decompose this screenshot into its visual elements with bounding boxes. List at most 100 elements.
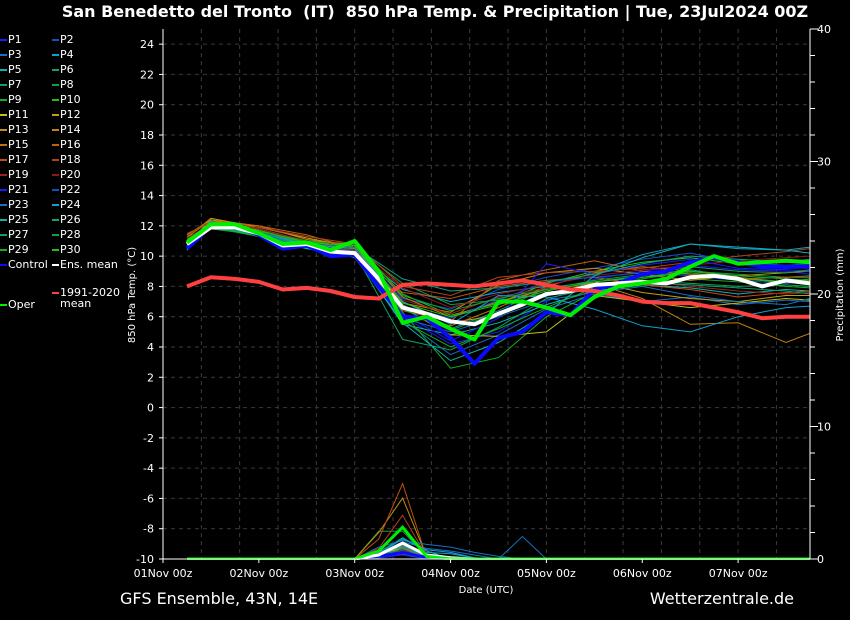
axes: -10-8-6-4-202468101214161820222401020304… — [134, 23, 831, 580]
legend-item-p10: P10 — [52, 94, 81, 105]
x-tick-label: 05Nov 00z — [517, 567, 576, 580]
x-tick-label: 02Nov 00z — [229, 567, 288, 580]
legend-label: P10 — [60, 93, 81, 106]
x-tick-label: 06Nov 00z — [613, 567, 672, 580]
legend-item-p9: P9 — [0, 94, 22, 105]
legend-swatch — [52, 54, 59, 56]
legend-label: P5 — [8, 63, 22, 76]
legend-swatch — [0, 159, 7, 161]
legend-item-p1: P1 — [0, 34, 22, 45]
legend-item-p12: P12 — [52, 109, 81, 120]
legend-item-p8: P8 — [52, 79, 74, 90]
y-tick-label: 22 — [140, 68, 154, 81]
y2-axis-label: Precipitation (mm) — [835, 248, 846, 341]
legend-swatch — [52, 189, 59, 191]
member-lines — [186, 217, 810, 560]
legend-label: P16 — [60, 138, 81, 151]
legend-swatch — [52, 129, 59, 131]
y2-tick-label: 40 — [817, 23, 831, 36]
legend-label: P20 — [60, 168, 81, 181]
legend-label: Control — [8, 258, 48, 271]
precip-line-p15 — [187, 546, 810, 560]
legend-swatch — [0, 234, 7, 236]
y-tick-label: 8 — [147, 280, 154, 293]
legend-item-p24: P24 — [52, 199, 81, 210]
x-axis-label: Date (UTC) — [459, 585, 514, 596]
legend-label: P7 — [8, 78, 22, 91]
legend-item-p19: P19 — [0, 169, 29, 180]
legend-swatch — [0, 84, 7, 86]
temp-line-oper — [185, 222, 810, 342]
legend-swatch — [0, 219, 7, 221]
y-axis-label: 850 hPa Temp. (°C) — [127, 247, 138, 343]
legend-label: P6 — [60, 63, 74, 76]
legend-swatch — [0, 99, 7, 101]
legend-item-p26: P26 — [52, 214, 81, 225]
legend-swatch — [52, 99, 59, 101]
legend-swatch — [0, 39, 7, 41]
legend-label: P15 — [8, 138, 29, 151]
y2-tick-label: 20 — [817, 288, 831, 301]
y2-tick-label: 10 — [817, 421, 831, 434]
grid — [163, 29, 810, 560]
legend-swatch — [0, 114, 7, 116]
legend-swatch — [52, 292, 59, 294]
legend-swatch — [52, 114, 59, 116]
legend-label: P18 — [60, 153, 81, 166]
legend-label: P30 — [60, 243, 81, 256]
legend-swatch — [0, 204, 7, 206]
y-tick-label: -8 — [143, 523, 154, 536]
legend-item-p25: P25 — [0, 214, 29, 225]
legend-swatch — [0, 174, 7, 176]
legend-item-p17: P17 — [0, 154, 29, 165]
site-brand: Wetterzentrale.de — [649, 589, 794, 608]
y2-tick-label: 0 — [817, 553, 824, 566]
y-tick-label: 4 — [147, 341, 154, 354]
precip-line-p18 — [187, 514, 810, 560]
legend-item-p28: P28 — [52, 229, 81, 240]
legend-swatch — [52, 249, 59, 251]
y-tick-label: 24 — [140, 38, 154, 51]
y-tick-label: 18 — [140, 129, 154, 142]
legend-item-p16: P16 — [52, 139, 81, 150]
legend-label: P3 — [8, 48, 22, 61]
legend-item-p23: P23 — [0, 199, 29, 210]
legend-swatch — [52, 39, 59, 41]
legend-item-p29: P29 — [0, 244, 29, 255]
legend-item-climo-mean: 1991-2020 mean — [52, 287, 120, 309]
legend-item-p2: P2 — [52, 34, 74, 45]
legend-label: P14 — [60, 123, 81, 136]
legend-item-p22: P22 — [52, 184, 81, 195]
legend-item-p7: P7 — [0, 79, 22, 90]
legend-label: P27 — [8, 228, 29, 241]
y-tick-label: 10 — [140, 250, 154, 263]
legend-label: Oper — [8, 298, 35, 311]
legend-swatch — [0, 189, 7, 191]
y-tick-label: 16 — [140, 159, 154, 172]
chart-title: San Benedetto del Tronto (IT) 850 hPa Te… — [61, 2, 809, 21]
legend-label: P22 — [60, 183, 81, 196]
main-lines — [185, 222, 810, 560]
legend-label: P1 — [8, 33, 22, 46]
y-tick-label: -2 — [143, 432, 154, 445]
legend-item-p20: P20 — [52, 169, 81, 180]
y-tick-label: 2 — [147, 371, 154, 384]
y2-tick-label: 30 — [817, 156, 831, 169]
legend-item-p14: P14 — [52, 124, 81, 135]
legend-label: P17 — [8, 153, 29, 166]
precip-line-p8 — [187, 530, 810, 560]
precip-line-p17 — [187, 482, 810, 560]
legend-label: P13 — [8, 123, 29, 136]
legend-item-p18: P18 — [52, 154, 81, 165]
legend-label: P26 — [60, 213, 81, 226]
legend-label: P4 — [60, 48, 74, 61]
legend-label: P23 — [8, 198, 29, 211]
legend-item-p30: P30 — [52, 244, 81, 255]
legend-item-p3: P3 — [0, 49, 22, 60]
legend-label: P25 — [8, 213, 29, 226]
legend-label: P12 — [60, 108, 81, 121]
legend-item-p5: P5 — [0, 64, 22, 75]
x-tick-label: 03Nov 00z — [325, 567, 384, 580]
legend-label: P28 — [60, 228, 81, 241]
precip-line-p4 — [187, 545, 810, 560]
